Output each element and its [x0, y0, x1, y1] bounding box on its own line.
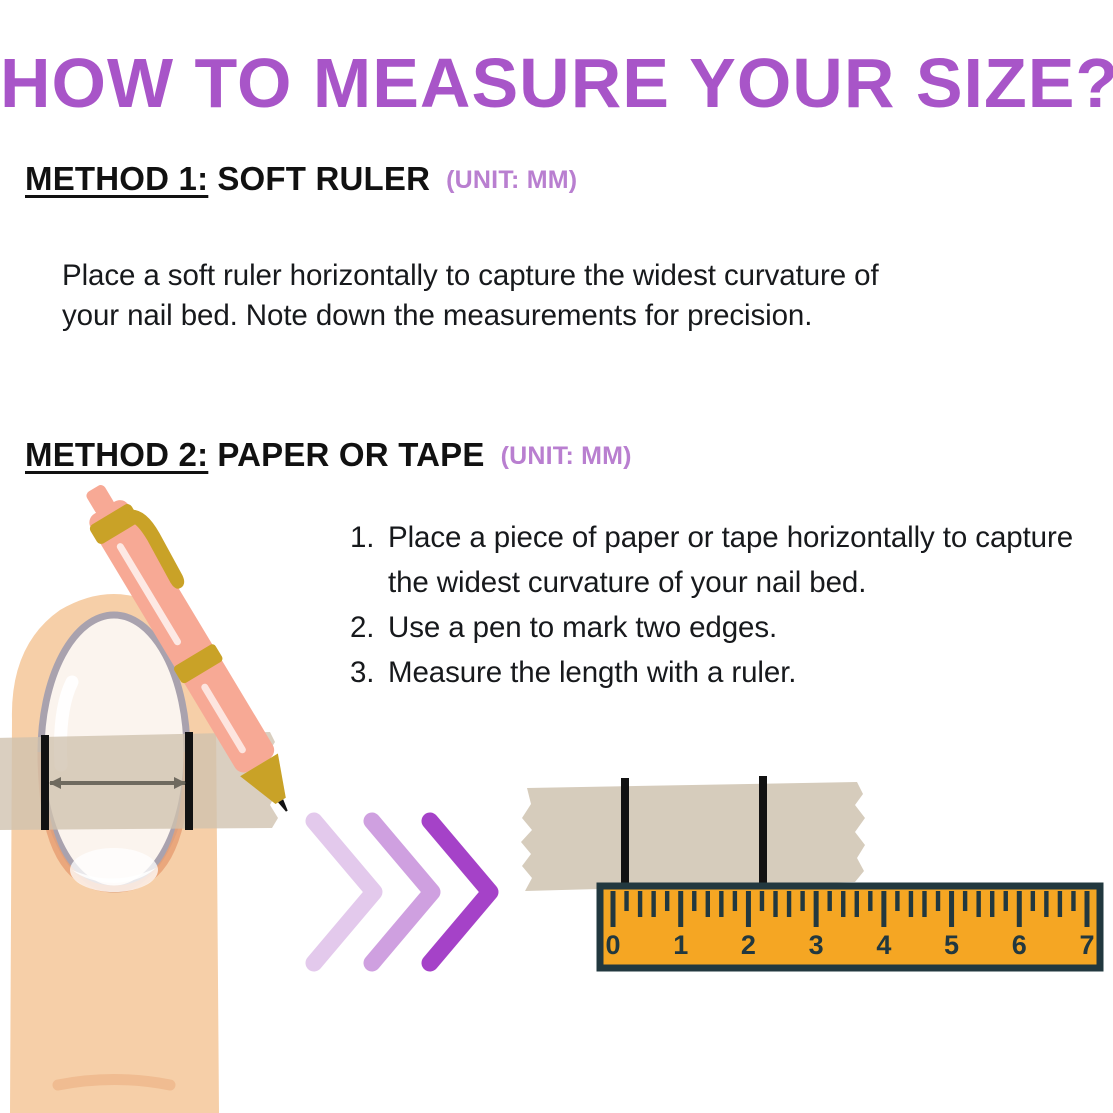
- step-number: 2.: [350, 611, 375, 644]
- step-text: Use a pen to mark two edges.: [388, 611, 778, 644]
- tape-body: [521, 782, 865, 891]
- pen-illustration: [86, 485, 288, 812]
- ruler-tick-label: 7: [1079, 930, 1094, 960]
- ruler-tick-label: 2: [741, 930, 756, 960]
- ruler-tick-label: 0: [605, 930, 620, 960]
- method-1-name: SOFT RULER: [217, 160, 431, 197]
- list-item: 1. Place a piece of paper or tape horizo…: [350, 515, 1110, 605]
- ruler-tick-label: 5: [944, 930, 959, 960]
- step-number: 1.: [350, 521, 375, 554]
- method-1-heading: METHOD 1: SOFT RULER (UNIT: MM): [25, 160, 577, 198]
- ruler-tick-label: 4: [876, 930, 891, 960]
- method-1-body-text: Place a soft ruler horizontally to captu…: [62, 259, 879, 332]
- step-text: Place a piece of paper or tape horizonta…: [388, 521, 1073, 599]
- method-1-label: METHOD 1:: [25, 160, 209, 197]
- method-1-unit: (UNIT: MM): [446, 166, 578, 194]
- chevron-right-icon-3: [421, 812, 499, 972]
- chevron-right-icon-2: [363, 812, 441, 972]
- ruler-ticks: [610, 891, 1090, 927]
- ruler-tick-label: 1: [673, 930, 688, 960]
- method-2-unit: (UNIT: MM): [500, 442, 632, 470]
- tape-strip-illustration: [505, 770, 885, 905]
- chevron-arrows-group: [300, 805, 510, 980]
- tape-mark-right: [759, 776, 767, 894]
- ruler-illustration: 0 1 2 3 4 5 6 7: [595, 880, 1105, 975]
- measurement-marks: [41, 732, 193, 830]
- method-2-label: METHOD 2:: [25, 436, 209, 473]
- nail-shape: [37, 611, 191, 893]
- tape-mark-left: [621, 778, 629, 896]
- step-number: 3.: [350, 656, 375, 689]
- finger-nail-illustration: [0, 470, 330, 1113]
- finger-shape: [10, 594, 219, 1113]
- ruler-body: [596, 882, 1104, 972]
- chevron-right-icon-1: [305, 812, 383, 972]
- method-2-steps-list: 1. Place a piece of paper or tape horizo…: [350, 515, 1110, 695]
- method-2-heading: METHOD 2: PAPER OR TAPE (UNIT: MM): [25, 436, 632, 474]
- page-title: HOW TO MEASURE YOUR SIZE?: [0, 44, 1113, 122]
- step-text: Measure the length with a ruler.: [388, 656, 797, 689]
- method-2-name: PAPER OR TAPE: [217, 436, 485, 473]
- list-item: 2. Use a pen to mark two edges.: [350, 605, 1110, 650]
- ruler-tick-label: 6: [1012, 930, 1027, 960]
- tape-over-nail: [0, 732, 278, 830]
- ruler-tick-label: 3: [809, 930, 824, 960]
- list-item: 3. Measure the length with a ruler.: [350, 650, 1110, 695]
- ruler-labels: 0 1 2 3 4 5 6 7: [605, 930, 1094, 960]
